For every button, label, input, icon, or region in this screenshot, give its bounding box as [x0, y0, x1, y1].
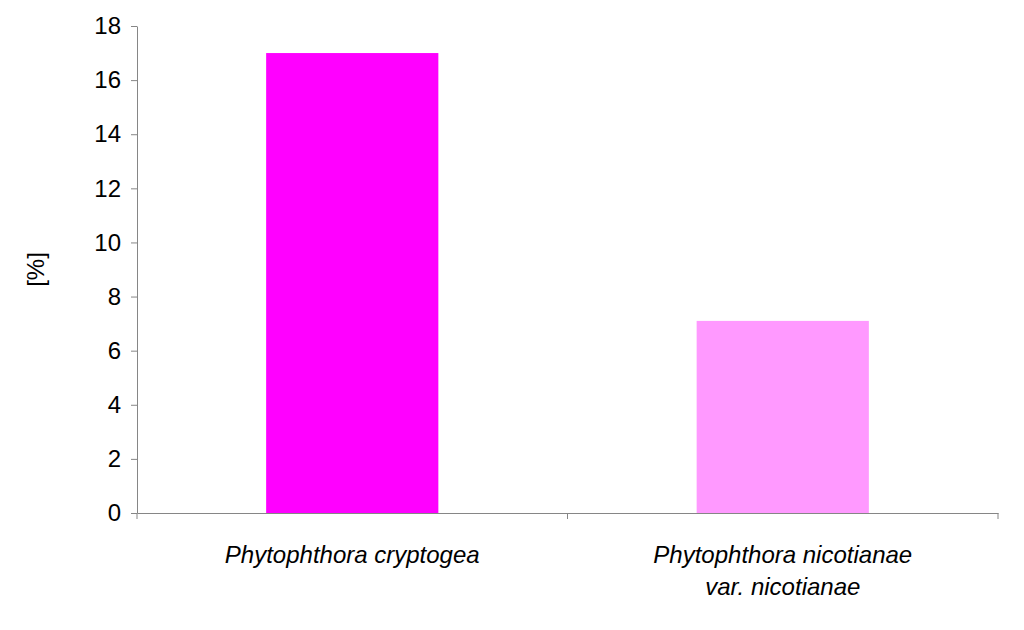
x-tick: Phytophthora cryptogea — [225, 513, 480, 568]
y-tick-mark — [131, 297, 137, 298]
x-tick: Phytophthora nicotianae var. nicotianae — [653, 513, 912, 600]
x-axis: Phytophthora cryptogea Phytophthora nicot… — [137, 513, 999, 600]
y-tick-label: 2 — [108, 445, 121, 472]
x-tick-label: Phytophthora cryptogea — [225, 541, 480, 568]
bar — [266, 53, 438, 513]
y-tick-mark — [131, 188, 137, 189]
y-tick-label: 4 — [108, 391, 121, 418]
x-tick-label: Phytophthora nicotianae var. nicotianae — [653, 541, 912, 600]
y-tick-mark — [131, 513, 137, 514]
y-tick-mark — [131, 26, 137, 27]
y-tick: 2 — [108, 445, 137, 472]
chart-container: 024681012141618Phytophthora cryptogeaPhy… — [0, 0, 1024, 630]
y-tick-label: 16 — [94, 66, 121, 93]
y-tick-label: 18 — [94, 12, 121, 39]
y-tick: 16 — [94, 66, 137, 93]
y-axis: 0 2 4 6 8 10 12 14 16 18 — [94, 12, 137, 526]
y-tick-label: 14 — [94, 120, 121, 147]
y-tick: 4 — [108, 391, 137, 418]
x-tick-label-line: Phytophthora cryptogea — [225, 541, 480, 568]
y-tick: 8 — [108, 283, 137, 310]
bars — [266, 53, 869, 513]
y-tick-label: 6 — [108, 337, 121, 364]
x-tick-label-line: Phytophthora nicotianae — [653, 541, 912, 568]
y-tick: 6 — [108, 337, 137, 364]
y-tick-label: 12 — [94, 175, 121, 202]
chart-svg: 024681012141618Phytophthora cryptogeaPhy… — [0, 0, 1024, 630]
y-axis-line — [137, 27, 138, 514]
y-tick-mark — [131, 80, 137, 81]
y-tick: 10 — [94, 229, 137, 256]
category-separator — [998, 513, 999, 519]
bar — [697, 321, 869, 513]
y-tick-mark — [131, 405, 137, 406]
y-tick: 18 — [94, 12, 137, 39]
y-tick-label: 8 — [108, 283, 121, 310]
y-tick-mark — [131, 242, 137, 243]
x-tick-label-line: var. nicotianae — [705, 573, 860, 600]
y-tick: 14 — [94, 120, 137, 147]
category-separator — [567, 513, 568, 519]
y-tick-mark — [131, 134, 137, 135]
y-tick: 12 — [94, 175, 137, 202]
y-tick-mark — [131, 351, 137, 352]
plot-area: 024681012141618Phytophthora cryptogeaPhy… — [94, 12, 998, 600]
y-tick-label: 0 — [108, 499, 121, 526]
category-separator — [137, 513, 138, 519]
y-tick: 0 — [108, 499, 137, 526]
y-tick-mark — [131, 459, 137, 460]
y-axis-title: [%] — [22, 252, 49, 287]
y-tick-label: 10 — [94, 229, 121, 256]
